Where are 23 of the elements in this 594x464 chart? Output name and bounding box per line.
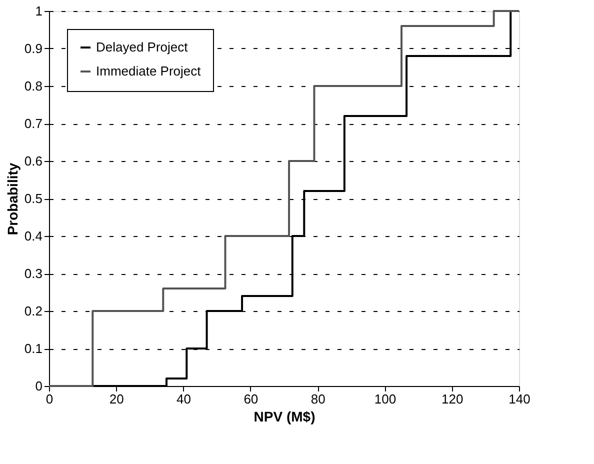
x-tick-label: 60 bbox=[244, 392, 258, 406]
x-tick-label: 80 bbox=[310, 392, 326, 406]
x-tick-label: 140 bbox=[508, 392, 530, 406]
legend-label: Immediate Project bbox=[96, 64, 202, 78]
y-tick-label: 0 bbox=[35, 378, 42, 394]
y-tick-label: 0.2 bbox=[24, 304, 42, 318]
x-tick-label: 20 bbox=[109, 392, 124, 406]
x-axis-title: NPV (M$) bbox=[254, 408, 316, 424]
y-tick-label: 1 bbox=[35, 4, 42, 18]
y-tick-label: 0.1 bbox=[24, 341, 42, 356]
x-tick-label: 100 bbox=[374, 392, 396, 406]
y-axis-title: Probability bbox=[4, 162, 20, 236]
y-tick-label: 0.4 bbox=[24, 228, 42, 244]
x-tick-label: 40 bbox=[176, 392, 192, 406]
y-tick-label: 0.5 bbox=[24, 191, 42, 206]
y-tick-label: 0.7 bbox=[24, 116, 42, 131]
x-tick-label: 120 bbox=[442, 392, 464, 406]
y-tick-label: 0.8 bbox=[24, 78, 42, 94]
y-tick-label: 0.3 bbox=[24, 266, 42, 281]
x-tick-label: 0 bbox=[46, 392, 54, 406]
y-tick-label: 0.6 bbox=[24, 154, 42, 168]
y-tick-label: 0.9 bbox=[24, 41, 42, 56]
legend-label: Delayed Project bbox=[96, 40, 188, 54]
